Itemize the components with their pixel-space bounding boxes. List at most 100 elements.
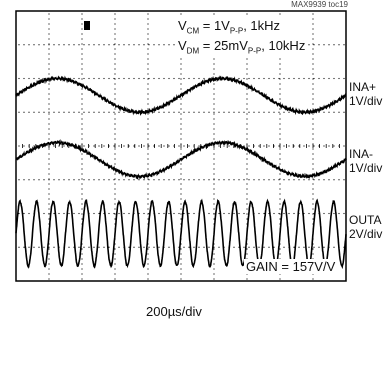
grid-dot [133,77,135,80]
grid-dot [223,111,225,113]
grid-dot [83,145,85,147]
grid-dot [293,246,295,248]
grid-dot [246,78,248,80]
grid-dot [78,179,80,181]
grid-dot [147,58,149,60]
grid-dot [147,263,149,265]
grid-dot [223,212,225,215]
grid-dot [178,77,180,80]
grid-dot [73,111,75,113]
grid-dot [114,98,116,100]
grid-dot [279,113,281,115]
grid-dot [83,179,85,181]
grid-dot [28,44,30,46]
grid-dot [48,68,50,70]
grid-dot [228,111,230,113]
grid-dot [218,145,220,147]
grid-dot [338,44,340,46]
grid-dot [114,63,116,65]
grid-dot [312,128,314,130]
grid-dot [223,179,225,181]
grid-dot [279,128,281,130]
grid-dot [233,179,235,181]
grid-dot [58,111,60,113]
grid-dot [163,145,165,147]
grid-dot [114,128,116,130]
grid-dot [246,173,248,175]
grid-dot [43,212,45,215]
grid-dot [147,158,149,160]
grid-dot [18,111,20,113]
grid-dot [213,248,215,250]
grid-dot [148,77,150,80]
grid-dot [268,111,270,113]
grid-dot [147,118,149,120]
grid-dot [180,13,182,15]
grid-dot [147,148,149,150]
grid-dot [279,148,281,150]
grid-dot [248,77,250,80]
grid-dot [283,246,285,248]
grid-dot [248,145,250,147]
grid-dot [123,212,125,215]
grid-dot [114,253,116,255]
trace-name: INA+ [349,80,377,94]
grid-dot [213,58,215,60]
grid-dot [147,213,149,215]
grid-dot [246,128,248,130]
grid-dot [288,179,290,181]
grid-dot [279,123,281,125]
grid-dot [28,179,30,181]
grid-dot [193,212,195,215]
grid-dot [279,83,281,85]
grid-dot [313,77,315,80]
grid-dot [279,58,281,60]
grid-dot [114,258,116,260]
grid-dot [23,212,25,215]
grid-dot [128,212,130,215]
grid-dot [246,198,248,200]
grid-dot [168,145,170,147]
grid-dot [48,183,50,185]
grid-dot [81,68,83,70]
grid-dot [81,98,83,100]
grid-dot [180,73,182,75]
grid-dot [312,13,314,15]
grid-dot [308,77,310,80]
grid-dot [180,253,182,255]
grid-dot [163,44,165,46]
grid-dot [248,246,250,248]
trace-ina- [15,75,347,116]
grid-dot [63,111,65,113]
grid-dot [180,153,182,155]
grid-dot [213,133,215,135]
grid-dot [48,138,50,140]
grid-dot [18,44,20,46]
grid-dot [81,193,83,195]
grid-dot [43,246,45,248]
grid-dot [246,88,248,90]
trace-ina- [15,138,347,180]
grid-dot [147,13,149,15]
grid-dot [98,111,100,113]
grid-dot [73,212,75,215]
grid-dot [147,88,149,90]
grid-dot [258,77,260,80]
grid-dot [180,113,182,115]
grid-dot [198,179,200,181]
grid-dot [180,68,182,70]
grid-dot [147,248,149,250]
grid-dot [138,44,140,46]
grid-dot [188,145,190,147]
grid-dot [48,168,50,170]
grid-dot [48,38,50,40]
grid-dot [103,44,105,46]
grid-dot [133,145,135,147]
grid-dot [343,77,345,80]
grid-dot [263,77,265,80]
grid-dot [123,44,125,46]
grid-dot [114,88,116,90]
grid-dot [180,268,182,270]
grid-dot [343,145,345,147]
